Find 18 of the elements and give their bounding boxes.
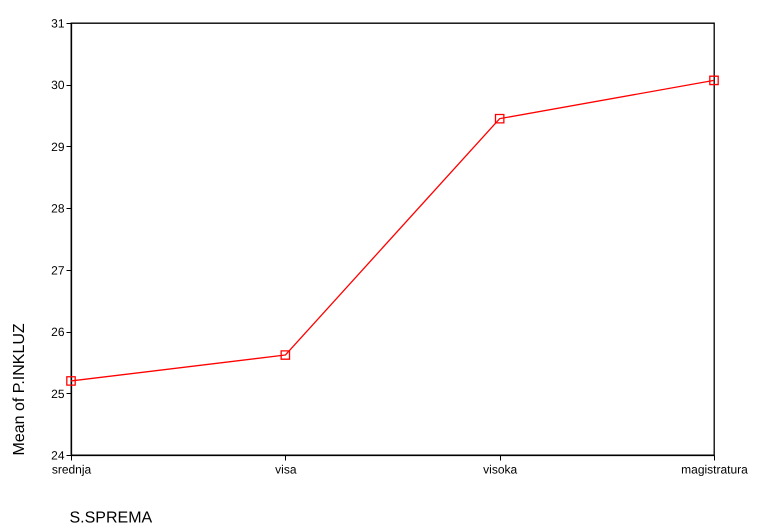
point [280, 350, 290, 360]
x-tick-label: visa [275, 462, 297, 476]
x-tick-label: visoka [483, 462, 518, 476]
y-tick-label: 29 [51, 140, 65, 154]
x-axis-title: S.SPREMA [70, 510, 153, 524]
y-tick-label: 30 [51, 78, 65, 92]
x-tick-label: magistratura [681, 462, 748, 476]
y-tick-label: 31 [51, 16, 65, 30]
x-tick-label: srednja [52, 462, 92, 476]
y-tick-label: 25 [51, 386, 65, 401]
y-axis-title: Mean of P.INKLUZ [11, 323, 28, 456]
y-tick-label: 28 [51, 202, 65, 216]
point [66, 376, 76, 386]
y-tick-label: 27 [51, 263, 65, 278]
y-tick-label: 24 [51, 448, 65, 462]
y-tick-label: 26 [51, 325, 65, 340]
point [494, 114, 504, 124]
point [709, 76, 719, 86]
